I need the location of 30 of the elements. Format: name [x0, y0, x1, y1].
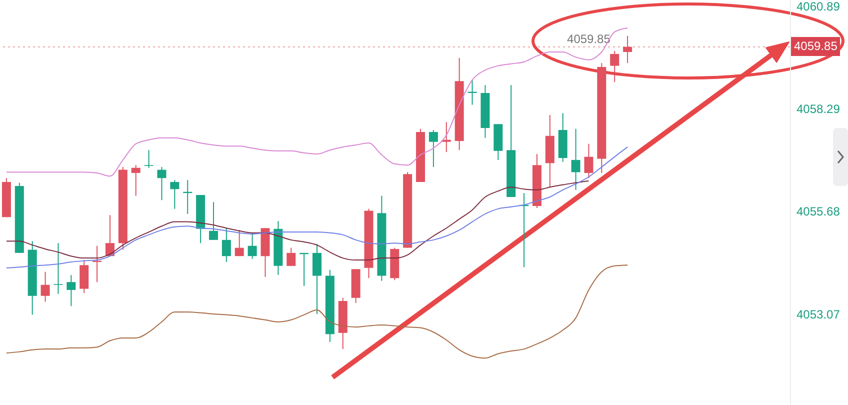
candlestick [623, 35, 632, 64]
candlestick [208, 202, 218, 240]
candlestick [610, 50, 620, 82]
candlestick [222, 228, 231, 262]
ref-line-label: 4059.85 [567, 32, 611, 46]
candlestick [66, 274, 76, 307]
candlestick [571, 128, 580, 190]
candlestick [428, 130, 438, 168]
candlestick [144, 150, 154, 168]
line-series [6, 180, 590, 261]
candlestick [312, 243, 322, 314]
candlestick [248, 232, 257, 260]
candlestick [157, 166, 166, 201]
line-series [6, 264, 628, 359]
candlestick [40, 271, 50, 302]
candlestick [131, 164, 140, 196]
candlestick [54, 242, 63, 294]
candlestick [170, 180, 180, 210]
candlestick [234, 230, 244, 257]
line-series [6, 146, 628, 268]
candlestick [286, 247, 296, 266]
line-series [6, 27, 628, 177]
candlestick [442, 122, 451, 153]
price-tag: 4059.85 [791, 37, 840, 56]
y-tick-label: 4055.68 [796, 204, 840, 219]
candlestick [80, 260, 89, 294]
y-tick-label: 4058.29 [796, 102, 840, 116]
y-tick-label: 4060.89 [796, 0, 840, 14]
y-tick-label: 4053.07 [796, 307, 840, 322]
candlestick [584, 143, 594, 179]
